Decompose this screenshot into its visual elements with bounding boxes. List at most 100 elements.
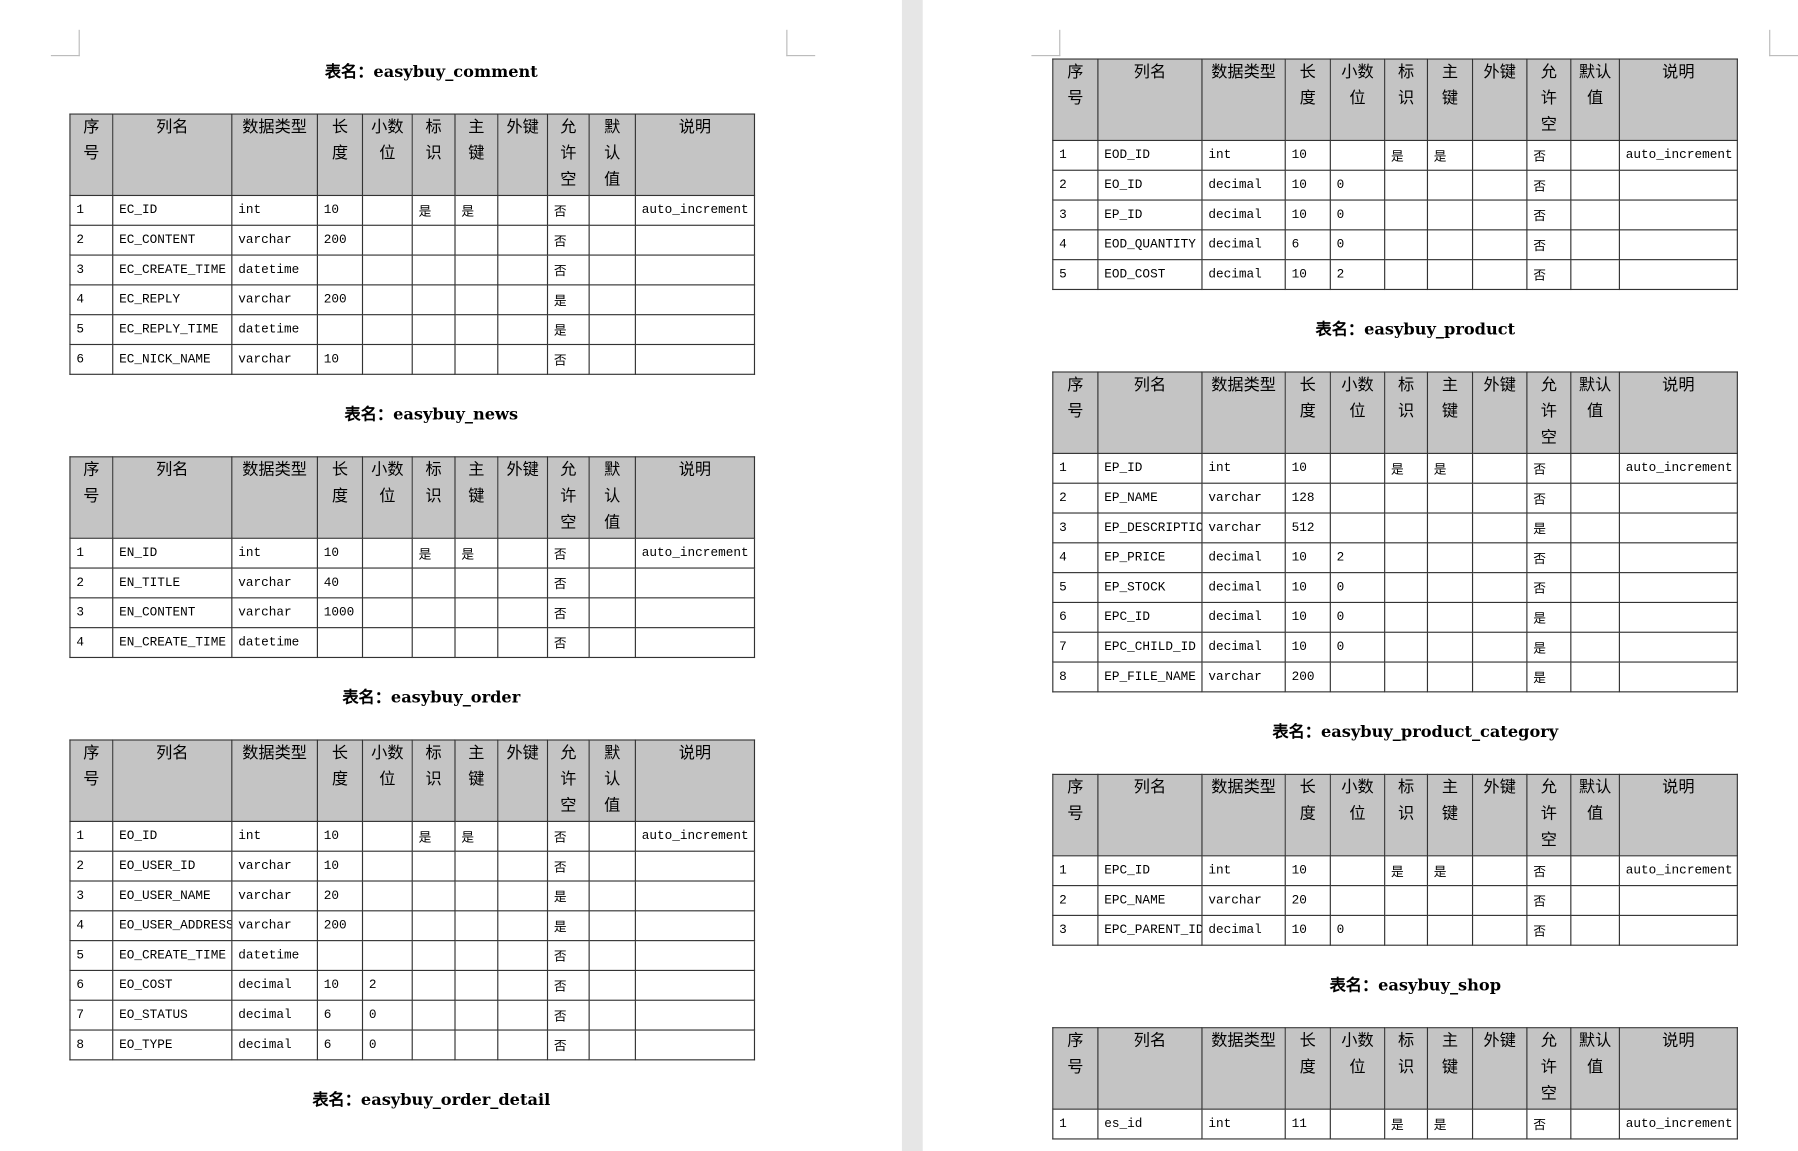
cell: 1 — [69, 820, 114, 852]
header-cell: 小数位 — [361, 739, 413, 822]
empty-cell — [588, 999, 636, 1031]
empty-cell — [361, 940, 413, 972]
schema-table: 序号 列名 数据类型 长度 小数位 标识 主键 外键 允许空 默认值 说明 1 EOD_ID int 10 是… — [1052, 58, 1738, 291]
empty-cell — [497, 940, 549, 972]
header-cell: 小数位 — [361, 456, 413, 539]
empty-cell — [1426, 169, 1474, 201]
data-row: 1 EC_ID int 10 是是 否 auto_increment — [69, 194, 756, 226]
header-cell: 长度 — [316, 739, 364, 822]
cell: 2 — [69, 567, 114, 599]
header-cell: 说明 — [1618, 773, 1738, 857]
empty-cell — [454, 343, 499, 375]
header-cell: 默认值 — [588, 739, 636, 822]
cell: EO_STATUS — [112, 999, 233, 1031]
cell: 是 — [1426, 452, 1474, 484]
cell: 10 — [1284, 139, 1331, 171]
empty-cell — [361, 627, 413, 659]
cell: 5 — [1052, 572, 1099, 604]
cell: 否 — [546, 343, 590, 375]
schema-table: 序号 列名 数据类型 长度 小数位 标识 主键 外键 允许空 默认值 说明 1 EN_ID int 10 是是… — [69, 456, 756, 659]
header-cell: 说明 — [634, 739, 756, 822]
cell: EPC_PARENT_ID — [1097, 914, 1203, 946]
cell: 是 — [454, 194, 499, 226]
table-title: 表名：easybuy_product_category — [1272, 723, 1559, 742]
header-cell: 列名 — [1097, 1027, 1203, 1110]
cell: EO_TYPE — [112, 1029, 233, 1061]
header-cell: 小数位 — [361, 113, 413, 197]
cell: 6 — [69, 969, 114, 1001]
empty-cell — [497, 999, 549, 1031]
empty-cell — [588, 880, 636, 912]
cell: 0 — [1329, 199, 1386, 231]
header-row: 序号 列名 数据类型 长度 小数位 标识 主键 外键 允许空 默认值 说明 — [69, 456, 756, 539]
cell: EP_NAME — [1097, 482, 1203, 514]
empty-cell — [361, 194, 413, 226]
header-cell: 允许空 — [546, 113, 590, 197]
empty-cell — [1384, 542, 1429, 574]
cell: auto_increment — [1618, 1108, 1738, 1140]
cell: 4 — [69, 627, 114, 659]
cell: EC_CONTENT — [112, 224, 233, 256]
cell: varchar — [231, 910, 318, 942]
cell: EPC_NAME — [1097, 885, 1203, 916]
cell: 4 — [1052, 542, 1099, 574]
header-row: 序号 列名 数据类型 长度 小数位 标识 主键 外键 允许空 默认值 说明 — [1052, 371, 1738, 454]
cell: 200 — [316, 284, 364, 316]
cell: 否 — [1526, 169, 1572, 201]
cell: 否 — [1526, 199, 1572, 231]
cell: 否 — [546, 1029, 590, 1061]
header-cell: 说明 — [1618, 1027, 1738, 1110]
cell: 7 — [1052, 631, 1099, 663]
header-cell: 默认值 — [1570, 58, 1620, 142]
header-cell: 主键 — [1426, 773, 1474, 857]
cell: 0 — [1329, 914, 1386, 946]
data-row: 6 EC_NICK_NAME varchar 10 否 — [69, 343, 756, 375]
data-row: 2 EPC_NAME varchar 20 否 — [1052, 885, 1738, 916]
cell: 1 — [1052, 139, 1099, 171]
empty-cell — [588, 969, 636, 1001]
empty-cell — [1471, 482, 1528, 514]
empty-cell — [1471, 855, 1528, 887]
empty-cell — [1384, 601, 1429, 633]
data-row: 2 EO_USER_ID varchar 10 否 — [69, 850, 756, 882]
empty-cell — [634, 940, 756, 972]
cell: decimal — [1201, 631, 1286, 663]
header-cell: 标识 — [1384, 1027, 1429, 1110]
cell: 10 — [1284, 914, 1331, 946]
cell: 是 — [546, 284, 590, 316]
cell: 20 — [316, 880, 364, 912]
data-row: 3 EP_ID decimal 10 0 否 — [1052, 199, 1738, 231]
cell: EO_USER_ID — [112, 850, 233, 882]
header-row: 序号 列名 数据类型 长度 小数位 标识 主键 外键 允许空 默认值 说明 — [1052, 58, 1738, 142]
empty-cell — [454, 254, 499, 286]
cell: int — [231, 820, 318, 852]
cell: 否 — [546, 567, 590, 599]
cell: 11 — [1284, 1108, 1331, 1140]
cell: varchar — [1201, 512, 1286, 544]
empty-cell — [411, 343, 456, 375]
empty-cell — [497, 1029, 549, 1061]
empty-cell — [1471, 661, 1528, 693]
empty-cell — [454, 567, 499, 599]
header-cell: 标识 — [1384, 371, 1429, 454]
empty-cell — [1384, 631, 1429, 663]
header-cell: 数据类型 — [1201, 58, 1286, 142]
empty-cell — [1471, 572, 1528, 604]
empty-cell — [454, 940, 499, 972]
empty-cell — [1570, 855, 1620, 887]
cell: varchar — [231, 224, 318, 256]
header-cell: 主键 — [454, 113, 499, 197]
cell: 5 — [1052, 259, 1099, 291]
cell: 200 — [316, 910, 364, 942]
cell: 否 — [546, 850, 590, 882]
empty-cell — [411, 254, 456, 286]
cell: auto_increment — [1618, 855, 1738, 887]
empty-cell — [588, 597, 636, 629]
table-title: 表名：easybuy_shop — [1329, 976, 1502, 996]
empty-cell — [411, 850, 456, 882]
data-row: 6 EO_COST decimal 10 2 否 — [69, 969, 756, 1001]
cell: 3 — [1052, 512, 1099, 544]
cell: 否 — [546, 537, 590, 569]
cell: 6 — [69, 343, 114, 375]
cell: EOD_ID — [1097, 139, 1203, 171]
